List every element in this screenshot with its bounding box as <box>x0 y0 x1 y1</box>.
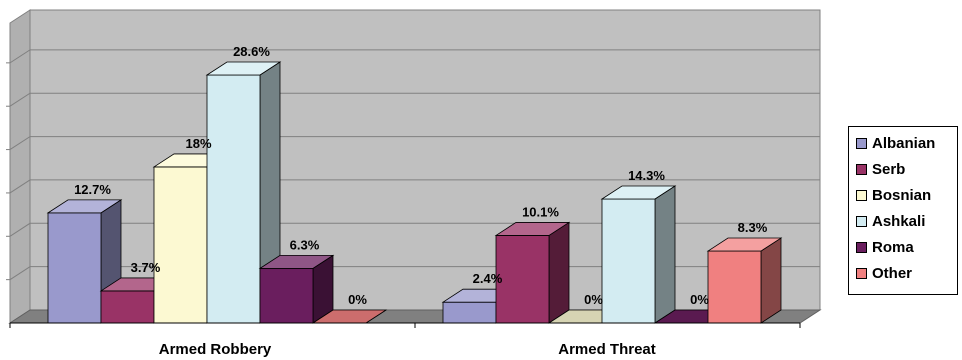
data-label-bosnian-armed-threat: 0% <box>584 292 603 307</box>
bar-side-other-armed-threat <box>760 237 782 324</box>
legend-swatch-albanian <box>856 137 867 149</box>
legend-label-serb: Serb <box>872 160 906 178</box>
legend-swatch-roma <box>856 241 867 253</box>
data-label-roma-armed-robbery: 6.3% <box>290 237 320 252</box>
gridline <box>9 136 820 150</box>
bar-side-ashkali-armed-threat <box>654 185 676 324</box>
bar-ashkali-armed-threat <box>600 185 677 324</box>
bar-front-ashkali-armed-threat <box>601 198 656 324</box>
bar-top-albanian-armed-robbery <box>46 199 123 214</box>
bar-front-serb-armed-threat <box>495 235 550 324</box>
legend-label-ashkali: Ashkali <box>872 212 926 230</box>
legend-swatch-other <box>856 267 867 279</box>
bar-top-other-armed-threat <box>706 237 783 252</box>
bar-top-roma-armed-robbery <box>258 254 335 269</box>
bar-top-ashkali-armed-robbery <box>205 61 282 76</box>
legend-item-bosnian: Bosnian <box>856 185 931 205</box>
bar-roma-armed-robbery <box>258 254 335 324</box>
bar-front-albanian-armed-threat <box>442 301 497 324</box>
chart-back-wall <box>8 9 821 324</box>
legend-item-other: Other <box>856 263 912 283</box>
legend-item-roma: Roma <box>856 237 914 257</box>
data-label-serb-armed-robbery: 3.7% <box>131 260 161 275</box>
legend-swatch-ashkali <box>856 215 867 227</box>
bar-side-serb-armed-threat <box>548 221 570 324</box>
bar-front-albanian-armed-robbery <box>47 212 102 324</box>
bars <box>46 61 783 324</box>
legend-swatch-bosnian <box>856 189 867 201</box>
gridline <box>9 49 820 64</box>
legend-item-albanian: Albanian <box>856 133 935 153</box>
category-label-armed-robbery: Armed Robbery <box>159 341 272 358</box>
bar-ashkali-armed-robbery <box>205 61 282 324</box>
legend-item-serb: Serb <box>856 159 905 179</box>
data-label-ashkali-armed-robbery: 28.6% <box>233 44 270 59</box>
bar-front-bosnian-armed-robbery <box>153 166 208 324</box>
bar-top-ashkali-armed-threat <box>600 185 677 200</box>
data-label-albanian-armed-robbery: 12.7% <box>74 182 111 197</box>
legend-swatch-serb <box>856 163 867 175</box>
data-label-roma-armed-threat: 0% <box>690 292 709 307</box>
legend-label-albanian: Albanian <box>872 134 936 152</box>
legend-label-other: Other <box>872 264 913 282</box>
bar-front-roma-armed-robbery <box>259 267 314 324</box>
bar-serb-armed-threat <box>494 221 571 324</box>
data-label-other-armed-threat: 8.3% <box>738 220 768 235</box>
legend-label-bosnian: Bosnian <box>872 186 932 204</box>
data-label-other-armed-robbery: 0% <box>348 292 367 307</box>
gridline <box>9 92 820 107</box>
gridline <box>9 179 820 194</box>
category-label-armed-threat: Armed Threat <box>558 341 656 358</box>
data-label-bosnian-armed-robbery: 18% <box>185 136 211 151</box>
bar-front-other-armed-threat <box>707 250 762 324</box>
bar-front-serb-armed-robbery <box>100 290 155 324</box>
bar-other-armed-threat <box>706 237 783 324</box>
data-label-serb-armed-threat: 10.1% <box>522 204 559 219</box>
legend: Albanian Serb Bosnian Ashkali Roma Other <box>848 126 958 295</box>
data-labels: 12.7% 3.7% 18% 28.6% 6.3% 0% 2.4% 10.1% 0% 14.3% 0… <box>74 44 768 307</box>
bar-top-serb-armed-threat <box>494 222 571 236</box>
axes: Armed Robbery Armed Threat <box>9 322 801 358</box>
data-label-ashkali-armed-threat: 14.3% <box>628 168 665 183</box>
bar-albanian-armed-robbery <box>46 199 123 324</box>
legend-label-roma: Roma <box>872 238 914 256</box>
back-wall <box>8 9 821 324</box>
bar-front-ashkali-armed-robbery <box>206 74 261 324</box>
legend-item-ashkali: Ashkali <box>856 211 925 231</box>
data-label-albanian-armed-threat: 2.4% <box>473 271 503 286</box>
